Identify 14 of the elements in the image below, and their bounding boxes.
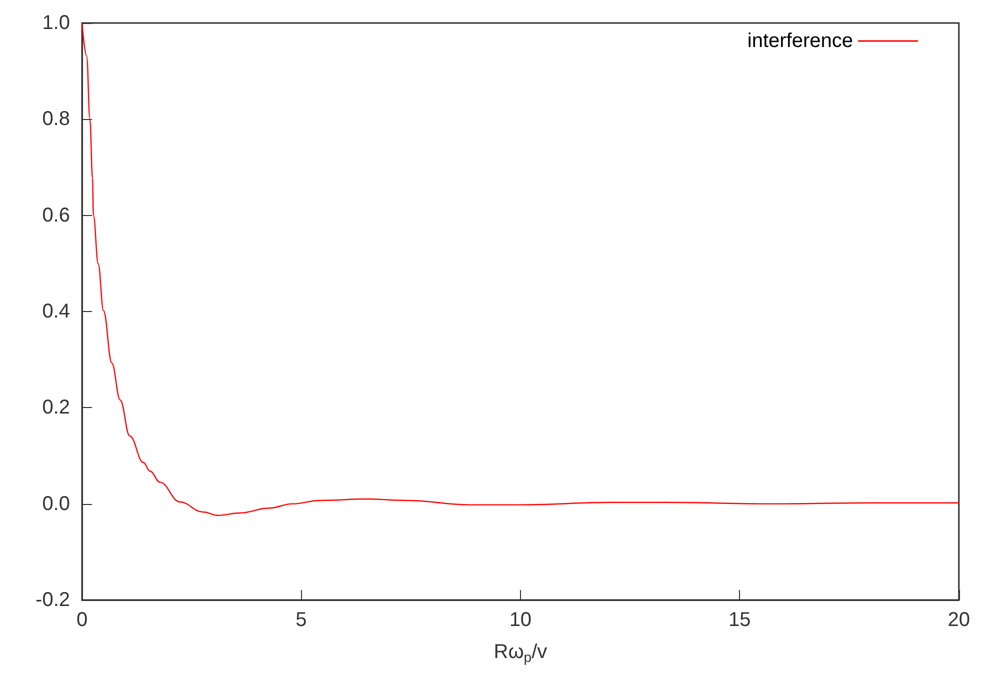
y-tick-label: 0.0 (42, 492, 70, 515)
x-tick-label: 10 (509, 609, 532, 631)
y-tick-label: 0.6 (42, 204, 70, 226)
legend-label: interference (747, 30, 853, 52)
y-tick-label: 0.8 (42, 108, 70, 130)
x-tick-label: 20 (948, 609, 970, 631)
x-tick-label: 5 (296, 609, 307, 631)
y-tick-label: -0.2 (36, 589, 70, 611)
x-tick-label: 15 (728, 609, 751, 631)
y-tick-label: 0.2 (42, 396, 70, 419)
y-tick-label: 0.4 (42, 300, 70, 322)
line-series (81, 22, 960, 516)
y-tick-label: 1.0 (42, 12, 70, 34)
x-tick-label: 0 (76, 609, 88, 631)
